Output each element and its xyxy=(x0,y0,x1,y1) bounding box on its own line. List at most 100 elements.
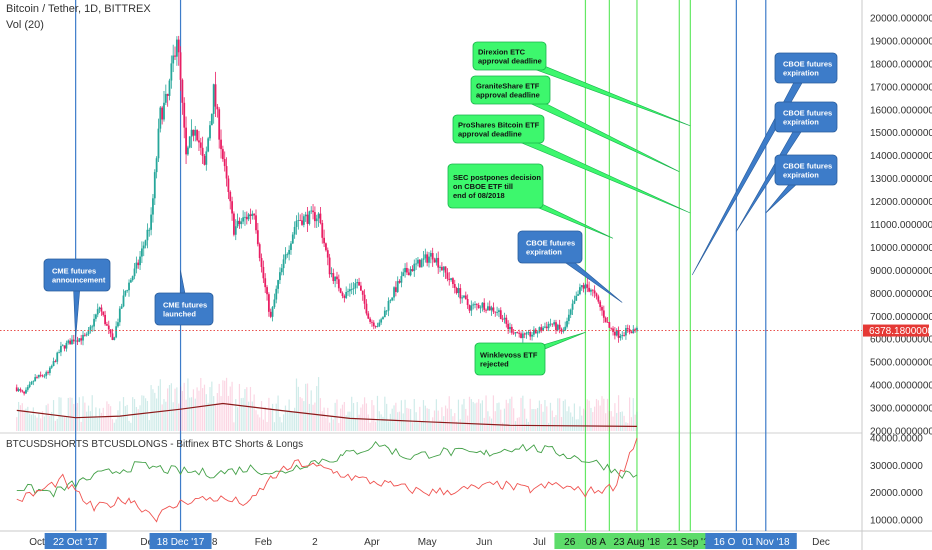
volume-bar xyxy=(224,380,226,431)
indicator-tick-label: 40000.0000 xyxy=(870,434,923,445)
candle-body xyxy=(486,306,489,311)
candle-body xyxy=(264,278,267,288)
candle-body xyxy=(43,375,46,377)
candle-body xyxy=(523,333,526,335)
volume-bar xyxy=(542,411,544,431)
candle-body xyxy=(521,333,524,339)
candle-body xyxy=(98,307,101,310)
candle-body xyxy=(422,258,425,260)
candle-body xyxy=(400,276,403,283)
volume-bar xyxy=(393,405,395,431)
candle-body xyxy=(233,213,235,235)
volume-bar xyxy=(577,419,579,431)
candle-body xyxy=(148,229,151,231)
candle-body xyxy=(221,149,224,159)
volume-bar xyxy=(485,395,487,431)
volume-bar xyxy=(481,400,483,431)
volume-bar xyxy=(606,398,609,431)
candle-body xyxy=(361,290,364,295)
candle-body xyxy=(337,279,340,289)
candle-body xyxy=(435,257,438,263)
volume-bar xyxy=(367,414,369,431)
candle-body xyxy=(153,172,156,199)
candle-body xyxy=(560,328,563,332)
volume-bar xyxy=(623,415,625,431)
volume-bar xyxy=(406,407,408,431)
volume-bar xyxy=(189,397,191,431)
candle-body xyxy=(461,297,464,299)
callout-text: CBOE futures xyxy=(783,162,832,171)
volume-bar xyxy=(579,406,581,431)
volume-bar xyxy=(227,395,229,431)
candle-body xyxy=(201,147,204,156)
candle-body xyxy=(376,326,379,328)
volume-bar xyxy=(424,405,426,431)
candle-body xyxy=(534,329,537,334)
candle-body xyxy=(547,324,550,329)
price-tick-label: 11000.00000000 xyxy=(870,220,932,231)
candle-body xyxy=(402,272,405,277)
volume-bar xyxy=(345,415,347,431)
candle-body xyxy=(601,306,603,311)
callout-text: Winklevoss ETF xyxy=(480,351,538,360)
candle-body xyxy=(203,155,206,165)
candle-body xyxy=(505,317,508,324)
volume-bar xyxy=(34,415,36,431)
candle-body xyxy=(413,263,416,272)
volume-bar xyxy=(553,417,555,431)
volume-bar xyxy=(124,406,126,431)
candle-body xyxy=(536,332,539,334)
candle-body xyxy=(295,220,298,227)
volume-bar xyxy=(610,411,612,431)
volume-bar xyxy=(257,414,259,431)
price-tick-label: 2000.00000000 xyxy=(870,427,932,438)
candle-body xyxy=(496,311,498,313)
callout-box xyxy=(43,258,111,292)
candle-body xyxy=(516,332,519,334)
candle-body xyxy=(282,259,285,269)
candle-body xyxy=(325,243,327,251)
candle-body xyxy=(623,335,625,336)
volume-bar xyxy=(354,417,356,431)
candle-body xyxy=(531,334,533,337)
candle-body xyxy=(102,311,105,315)
price-tick-label: 18000.00000000 xyxy=(870,59,932,70)
volume-bar xyxy=(426,408,428,431)
candle-body xyxy=(85,334,88,336)
candle-body xyxy=(442,266,445,271)
volume-bar xyxy=(627,422,629,431)
volume-bar xyxy=(536,407,539,431)
volume-bar xyxy=(312,404,314,431)
callout-text: GraniteShare ETF xyxy=(476,82,540,91)
candle-body xyxy=(579,287,581,295)
candle-body xyxy=(50,365,53,368)
candle-body xyxy=(76,340,79,342)
indicator-tick-label: 30000.0000 xyxy=(870,461,923,472)
volume-bar xyxy=(133,399,136,431)
volume-bar xyxy=(248,401,250,431)
volume-bar xyxy=(172,402,174,431)
volume-bar xyxy=(249,386,252,431)
candle-body xyxy=(558,324,561,329)
candle-body xyxy=(93,318,95,327)
candle-body xyxy=(590,289,592,292)
volume-bar xyxy=(454,413,456,431)
volume-bar xyxy=(492,395,495,431)
candle-body xyxy=(100,307,103,312)
candle-body xyxy=(106,324,108,326)
callout-text: rejected xyxy=(480,360,509,369)
candle-body xyxy=(540,327,543,331)
candle-body xyxy=(472,304,475,306)
candle-body xyxy=(319,213,322,224)
volume-bar xyxy=(97,417,99,431)
volume-bar xyxy=(303,401,305,431)
candle-body xyxy=(503,317,506,320)
candle-body xyxy=(431,253,434,260)
volume-bar xyxy=(478,399,480,431)
volume-bar xyxy=(25,408,27,431)
candle-body xyxy=(83,334,86,336)
candle-body xyxy=(485,309,487,311)
volume-bar xyxy=(49,415,51,431)
volume-bar xyxy=(41,411,44,431)
